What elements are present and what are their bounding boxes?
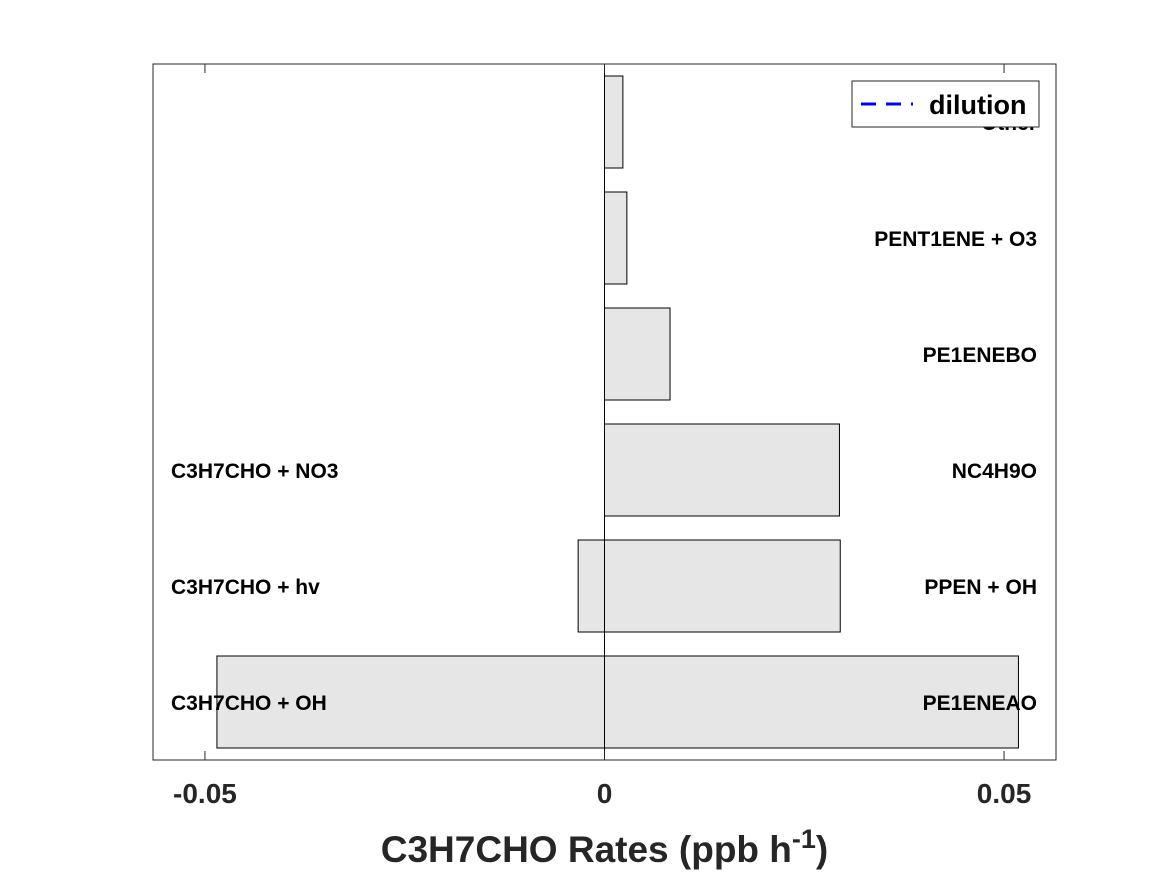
- production-label: PE1ENEAO: [923, 692, 1037, 715]
- production-bar: [604, 75, 624, 169]
- loss-bar: [216, 655, 605, 749]
- x-axis-title-superscript: -1: [792, 824, 816, 854]
- production-bar: [604, 539, 841, 633]
- x-tick-label: 0.05: [977, 778, 1032, 809]
- legend-label-dilution: dilution: [929, 90, 1026, 120]
- loss-label: C3H7CHO + NO3: [171, 460, 338, 483]
- x-axis-title-close: ): [816, 829, 828, 870]
- x-tick-label: 0: [597, 778, 613, 809]
- loss-bar: [577, 539, 606, 633]
- production-bar: [604, 655, 1019, 749]
- x-ticks: -0.05 0 0.05: [173, 64, 1031, 809]
- legend: dilution: [851, 80, 1040, 128]
- bar-labels: PE1ENEAO PPEN + OH NC4H9O PE1ENEBO PENT1ENE …: [171, 112, 1037, 715]
- production-bar: [604, 191, 628, 285]
- production-label: NC4H9O: [952, 460, 1037, 483]
- legend-box: [851, 80, 1040, 128]
- production-bar: [604, 307, 671, 401]
- production-label: PE1ENEBO: [923, 344, 1037, 367]
- loss-label: C3H7CHO + hv: [171, 576, 320, 599]
- bars-layer: [216, 75, 1019, 749]
- production-label: PPEN + OH: [924, 576, 1037, 599]
- production-bar: [604, 423, 840, 517]
- x-tick-label: -0.05: [173, 778, 237, 809]
- loss-label: C3H7CHO + OH: [171, 692, 327, 715]
- x-axis-title: C3H7CHO Rates (ppb h-1): [381, 824, 829, 870]
- production-label: PENT1ENE + O3: [874, 228, 1037, 251]
- x-axis-title-main: C3H7CHO Rates (ppb h: [381, 829, 792, 870]
